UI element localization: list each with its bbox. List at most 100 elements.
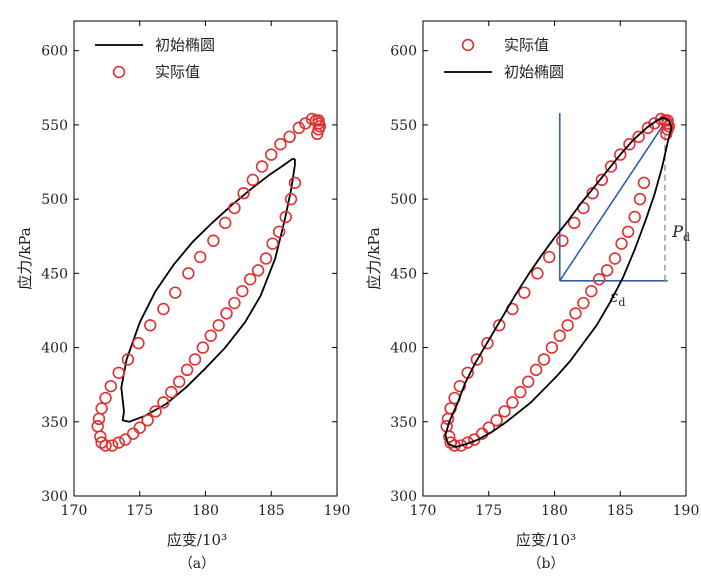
data-point-marker [529,363,543,377]
data-point-marker [228,296,241,310]
data-point-marker [453,379,467,393]
y-tick-label: 450 [41,266,68,282]
x-tick-label: 170 [410,503,437,519]
data-point-marker [236,284,249,298]
x-tick-label: 170 [61,503,88,519]
y-tick-label: 450 [390,266,417,282]
data-point-marker [99,439,112,452]
data-point-marker [633,192,647,206]
panel-caption: （a） [179,556,215,572]
y-tick-label: 550 [41,118,68,134]
data-point-marker [585,284,598,298]
data-point-marker [244,273,257,286]
data-point-marker [531,267,544,280]
data-point-marker [165,385,178,399]
data-point-marker [648,117,661,130]
data-point-marker [265,148,278,161]
data-point-marker [600,264,614,277]
x-tick-label: 180 [541,503,568,519]
y-tick-label: 300 [390,489,417,505]
series-line-initial-ellipse [444,116,673,448]
eps-label-sub: d [618,296,625,309]
x-tick-label: 175 [475,503,502,519]
data-point-marker [228,201,241,215]
data-point-marker [173,375,186,388]
data-point-marker [284,192,298,206]
data-point-marker [614,148,627,161]
data-point-marker [490,414,503,427]
data-point-marker [141,414,154,427]
data-point-marker [461,436,474,449]
data-point-marker [553,329,566,342]
data-point-marker [157,396,170,409]
x-tick-label: 190 [324,503,351,519]
y-tick-label: 600 [41,44,68,60]
data-point-marker [266,237,279,250]
data-point-marker [537,353,551,366]
data-point-marker [94,430,107,443]
legend-marker-swatch [112,65,126,79]
y-tick-label: 300 [41,489,68,505]
data-point-marker [126,427,140,440]
data-point-marker [521,375,535,388]
y-tick-label: 600 [390,44,417,60]
data-point-marker [99,391,112,405]
data-point-marker [212,319,225,332]
data-point-marker [506,396,519,409]
y-tick-label: 500 [390,192,417,208]
data-point-marker [632,130,645,143]
data-point-marker [182,267,195,280]
data-point-marker [454,439,468,452]
data-point-marker [604,160,618,173]
y-tick-label: 500 [41,192,68,208]
legend-label: 初始椭圆 [155,36,215,54]
data-point-marker [220,307,233,320]
data-point-marker [133,421,146,434]
data-point-marker [274,138,287,151]
data-point-marker [443,430,456,443]
data-point-marker [543,250,556,264]
data-point-marker [595,173,609,187]
data-point-marker [272,225,286,238]
data-point-marker [132,336,145,350]
data-point-marker [299,117,312,130]
y-axis-label: 应力/kPa [365,227,383,290]
chart-panel-a: 170 175 180 185 190 300 350 400 450 500 550 600 应变/1… [16,20,351,572]
data-point-marker [481,336,494,350]
annotation-diagonal-line [559,120,667,282]
data-point-marker [568,216,581,230]
y-axis-label: 应力/kPa [16,227,34,290]
data-point-marker [628,210,641,224]
x-tick-label: 190 [673,503,700,519]
data-point-marker [305,112,319,126]
legend-label: 初始椭圆 [504,63,564,81]
data-point-marker [92,412,106,426]
data-point-marker [251,264,265,277]
data-point-marker [196,341,210,354]
legend-label: 实际值 [504,36,549,54]
panel-caption: （b） [528,556,565,572]
data-point-marker [112,436,125,449]
data-point-marker [180,363,194,377]
data-point-marker [608,252,622,265]
data-point-marker [569,307,582,320]
data-point-marker [615,237,628,250]
data-point-marker [621,225,635,238]
data-point-marker [188,353,202,366]
legend-marker-swatch [461,38,475,52]
pd-label-main: P [671,222,683,241]
data-point-marker [556,234,569,247]
pd-label: Pd [671,222,690,244]
chart-panel-b: 170 175 180 185 190 300 350 400 450 500 550 600 应变/1… [365,20,700,572]
data-point-marker [219,216,232,230]
data-point-marker [207,234,220,247]
data-point-marker [105,439,119,452]
data-point-marker [593,273,606,286]
series-line-initial-ellipse [120,158,296,423]
data-point-marker [498,405,511,418]
pd-label-sub: d [683,231,690,244]
x-tick-label: 185 [258,503,285,519]
data-point-marker [157,302,170,316]
data-point-marker [149,405,162,418]
